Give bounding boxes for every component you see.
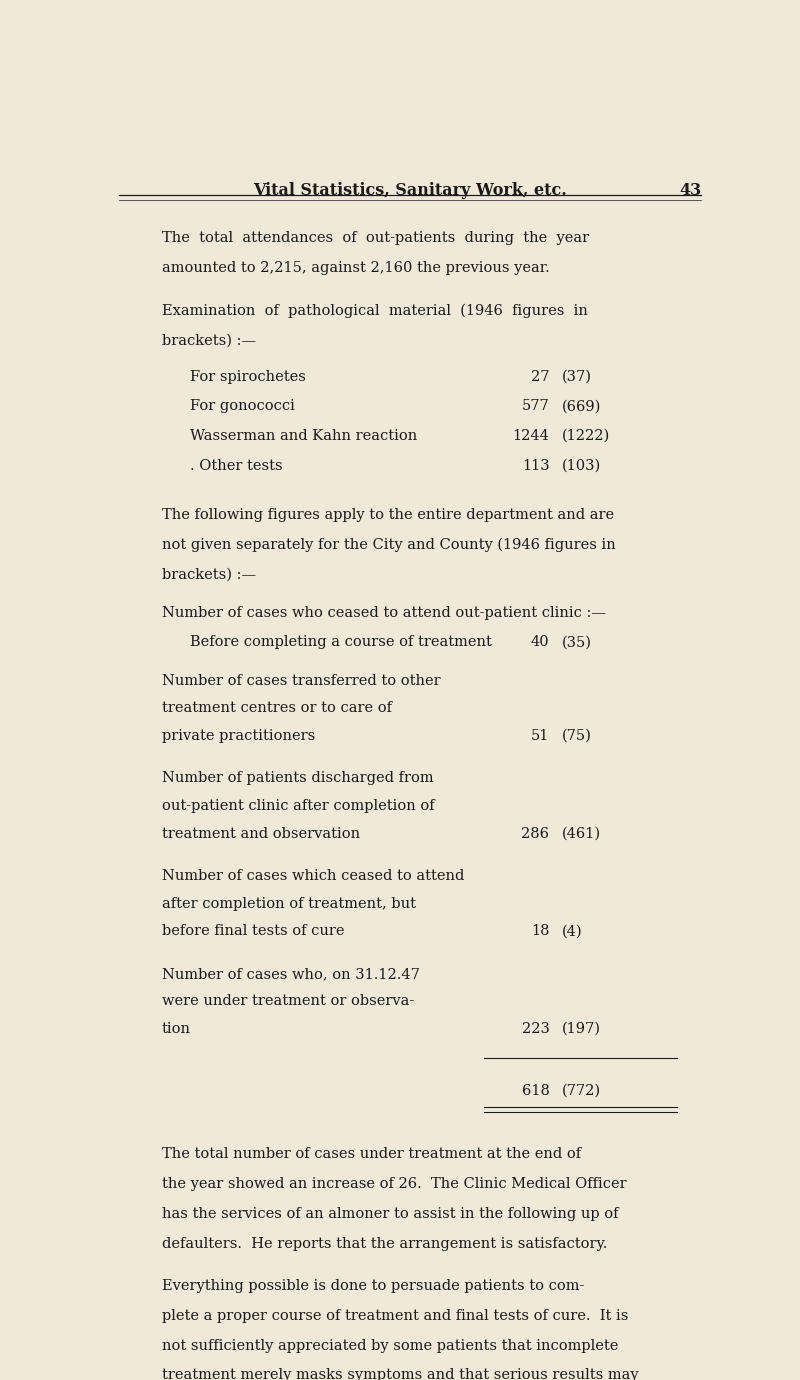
Text: not given separately for the City and County (1946 figures in: not given separately for the City and Co…	[162, 538, 616, 552]
Text: 618: 618	[522, 1083, 550, 1097]
Text: For gonococci: For gonococci	[190, 399, 294, 414]
Text: 40: 40	[531, 635, 550, 649]
Text: (35): (35)	[562, 635, 592, 649]
Text: (4): (4)	[562, 925, 582, 938]
Text: (461): (461)	[562, 827, 601, 840]
Text: has the services of an almoner to assist in the following up of: has the services of an almoner to assist…	[162, 1208, 618, 1221]
Text: Vital Statistics, Sanitary Work, etc.: Vital Statistics, Sanitary Work, etc.	[253, 182, 567, 199]
Text: (772): (772)	[562, 1083, 601, 1097]
Text: after completion of treatment, but: after completion of treatment, but	[162, 897, 416, 911]
Text: treatment merely masks symptoms and that serious results may: treatment merely masks symptoms and that…	[162, 1369, 638, 1380]
Text: 43: 43	[679, 182, 702, 199]
Text: defaulters.  He reports that the arrangement is satisfactory.: defaulters. He reports that the arrangem…	[162, 1236, 607, 1250]
Text: Wasserman and Kahn reaction: Wasserman and Kahn reaction	[190, 429, 417, 443]
Text: 1244: 1244	[513, 429, 550, 443]
Text: were under treatment or observa-: were under treatment or observa-	[162, 995, 414, 1009]
Text: (197): (197)	[562, 1023, 601, 1036]
Text: Number of cases who, on 31.12.47: Number of cases who, on 31.12.47	[162, 967, 420, 981]
Text: 18: 18	[531, 925, 550, 938]
Text: Number of cases transferred to other: Number of cases transferred to other	[162, 673, 441, 687]
Text: The following figures apply to the entire department and are: The following figures apply to the entir…	[162, 508, 614, 522]
Text: (103): (103)	[562, 460, 601, 473]
Text: The  total  attendances  of  out-patients  during  the  year: The total attendances of out-patients du…	[162, 232, 589, 246]
Text: treatment centres or to care of: treatment centres or to care of	[162, 701, 392, 715]
Text: (669): (669)	[562, 399, 602, 414]
Text: Number of patients discharged from: Number of patients discharged from	[162, 771, 434, 785]
Text: . Other tests: . Other tests	[190, 460, 282, 473]
Text: brackets) :—: brackets) :—	[162, 334, 256, 348]
Text: For spirochetes: For spirochetes	[190, 370, 306, 384]
Text: amounted to 2,215, against 2,160 the previous year.: amounted to 2,215, against 2,160 the pre…	[162, 261, 550, 275]
Text: 223: 223	[522, 1023, 550, 1036]
Text: out-patient clinic after completion of: out-patient clinic after completion of	[162, 799, 434, 813]
Text: before final tests of cure: before final tests of cure	[162, 925, 345, 938]
Text: brackets) :—: brackets) :—	[162, 567, 256, 581]
Text: Everything possible is done to persuade patients to com-: Everything possible is done to persuade …	[162, 1279, 584, 1293]
Text: treatment and observation: treatment and observation	[162, 827, 360, 840]
Text: 51: 51	[531, 729, 550, 742]
Text: Examination  of  pathological  material  (1946  figures  in: Examination of pathological material (19…	[162, 304, 588, 319]
Text: (37): (37)	[562, 370, 592, 384]
Text: The total number of cases under treatment at the end of: The total number of cases under treatmen…	[162, 1147, 581, 1162]
Text: (1222): (1222)	[562, 429, 610, 443]
Text: the year showed an increase of 26.  The Clinic Medical Officer: the year showed an increase of 26. The C…	[162, 1177, 626, 1191]
Text: (75): (75)	[562, 729, 592, 742]
Text: 286: 286	[522, 827, 550, 840]
Text: 577: 577	[522, 399, 550, 414]
Text: Number of cases who ceased to attend out-patient clinic :—: Number of cases who ceased to attend out…	[162, 606, 606, 620]
Text: not sufficiently appreciated by some patients that incomplete: not sufficiently appreciated by some pat…	[162, 1339, 618, 1352]
Text: Number of cases which ceased to attend: Number of cases which ceased to attend	[162, 869, 464, 883]
Text: private practitioners: private practitioners	[162, 729, 315, 742]
Text: 113: 113	[522, 460, 550, 473]
Text: 27: 27	[531, 370, 550, 384]
Text: plete a proper course of treatment and final tests of cure.  It is: plete a proper course of treatment and f…	[162, 1310, 628, 1323]
Text: tion: tion	[162, 1023, 191, 1036]
Text: Before completing a course of treatment: Before completing a course of treatment	[190, 635, 492, 649]
